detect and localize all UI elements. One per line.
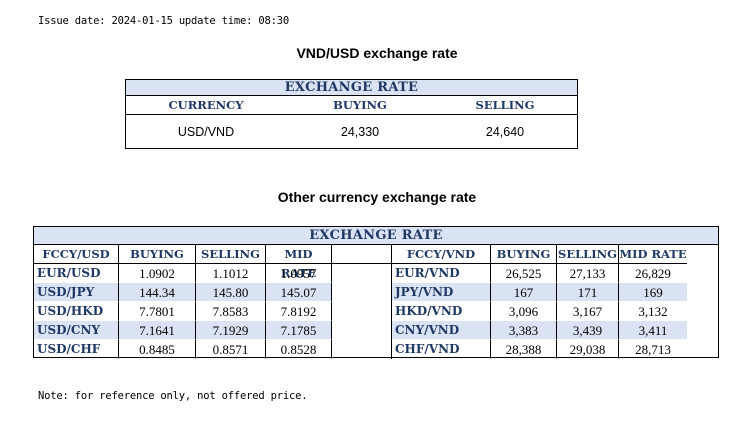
header-selling: SELLING [475,98,535,112]
table-cell: 7.1929 [196,321,266,340]
usd-table-band: EXCHANGE RATE [126,80,577,95]
other-table-band: EXCHANGE RATE [34,227,718,245]
table-cell: 29,038 [557,340,619,359]
col-right-buying: BUYING 26,525 167 3,096 3,383 28,388 [491,245,557,359]
header-left-buying: BUYING [119,245,196,264]
table-cell: 1.1012 [196,264,266,283]
col-left-mid: MID RATE 1.0957 145.07 7.8192 7.1785 0.8… [266,245,332,359]
col-left-pair: FCCY/USD EUR/USD USD/JPY USD/HKD USD/CNY… [34,245,119,359]
spacer-cell [332,321,392,340]
table-cell: 167 [491,283,557,302]
spacer-cell [332,340,392,359]
spacer-cell [332,245,392,264]
table-cell: 28,388 [491,340,557,359]
table-row: CNY/VND [392,321,491,340]
header-right-mid: MID RATE [619,245,687,264]
table-cell: 3,439 [557,321,619,340]
col-left-selling: SELLING 1.1012 145.80 7.8583 7.1929 0.85… [196,245,266,359]
issue-date: 2024-01-15 [111,15,173,27]
table-cell: 169 [619,283,687,302]
other-section-title: Other currency exchange rate [277,189,477,205]
table-cell: 27,133 [557,264,619,283]
table-cell: 7.1785 [266,321,332,340]
table-cell: 1.0902 [119,264,196,283]
usd-table-row: USD/VND 24,330 24,640 [126,115,577,149]
table-row: CHF/VND [392,340,491,359]
table-row: EUR/VND [392,264,491,283]
table-cell: 3,132 [619,302,687,321]
table-row: USD/JPY [34,283,119,302]
spacer-cell [332,264,392,283]
header-right-selling: SELLING [557,245,619,264]
issue-line: Issue date: 2024-01-15 update time: 08:3… [38,15,289,27]
header-left-mid: MID RATE [266,245,332,280]
table-cell: 3,383 [491,321,557,340]
table-cell: 7.7801 [119,302,196,321]
disclaimer-note: Note: for reference only, not offered pr… [38,390,308,402]
table-cell: 3,096 [491,302,557,321]
table-cell: 3,167 [557,302,619,321]
cell-currency: USD/VND [177,125,235,139]
table-cell: 0.8528 [266,340,332,359]
cell-selling: 24,640 [485,125,525,139]
spacer-cell [332,283,392,302]
header-fccy-vnd: FCCY/VND [392,245,491,264]
table-row: USD/CNY [34,321,119,340]
update-time-label: update time: [178,15,253,27]
table-cell: 7.8192 [266,302,332,321]
header-right-buying: BUYING [491,245,557,264]
header-currency: CURRENCY [168,98,244,112]
usd-rate-table: EXCHANGE RATE CURRENCY BUYING SELLING US… [125,79,578,149]
table-cell: 145.07 [266,283,332,302]
usd-table-header: CURRENCY BUYING SELLING [126,95,577,115]
table-cell: 171 [557,283,619,302]
table-cell: 0.8485 [119,340,196,359]
table-cell: 26,829 [619,264,687,283]
usd-section-title: VND/USD exchange rate [296,45,458,61]
col-spacer [332,245,392,359]
header-left-selling: SELLING [196,245,266,264]
table-row: USD/CHF [34,340,119,359]
header-fccy-usd: FCCY/USD [34,245,119,264]
table-cell: 145.80 [196,283,266,302]
col-right-mid: MID RATE 26,829 169 3,132 3,411 28,713 [619,245,687,359]
update-time: 08:30 [258,15,290,27]
header-buying: BUYING [333,98,387,112]
other-table-grid: FCCY/USD EUR/USD USD/JPY USD/HKD USD/CNY… [34,245,718,359]
table-cell: 144.34 [119,283,196,302]
table-cell: 3,411 [619,321,687,340]
table-cell: 7.1641 [119,321,196,340]
table-cell: 26,525 [491,264,557,283]
table-row: EUR/USD [34,264,119,283]
table-cell: 1.0957 [266,264,332,283]
cell-buying: 24,330 [340,125,380,139]
col-left-buying: BUYING 1.0902 144.34 7.7801 7.1641 0.848… [119,245,196,359]
col-right-pair: FCCY/VND EUR/VND JPY/VND HKD/VND CNY/VND… [392,245,491,359]
spacer-cell [332,302,392,321]
table-row: USD/HKD [34,302,119,321]
table-row: JPY/VND [392,283,491,302]
table-cell: 28,713 [619,340,687,359]
other-rate-table: EXCHANGE RATE FCCY/USD EUR/USD USD/JPY U… [33,226,719,359]
table-row: HKD/VND [392,302,491,321]
table-cell: 7.8583 [196,302,266,321]
col-right-selling: SELLING 27,133 171 3,167 3,439 29,038 [557,245,619,359]
issue-date-label: Issue date: [38,15,106,27]
table-cell: 0.8571 [196,340,266,359]
